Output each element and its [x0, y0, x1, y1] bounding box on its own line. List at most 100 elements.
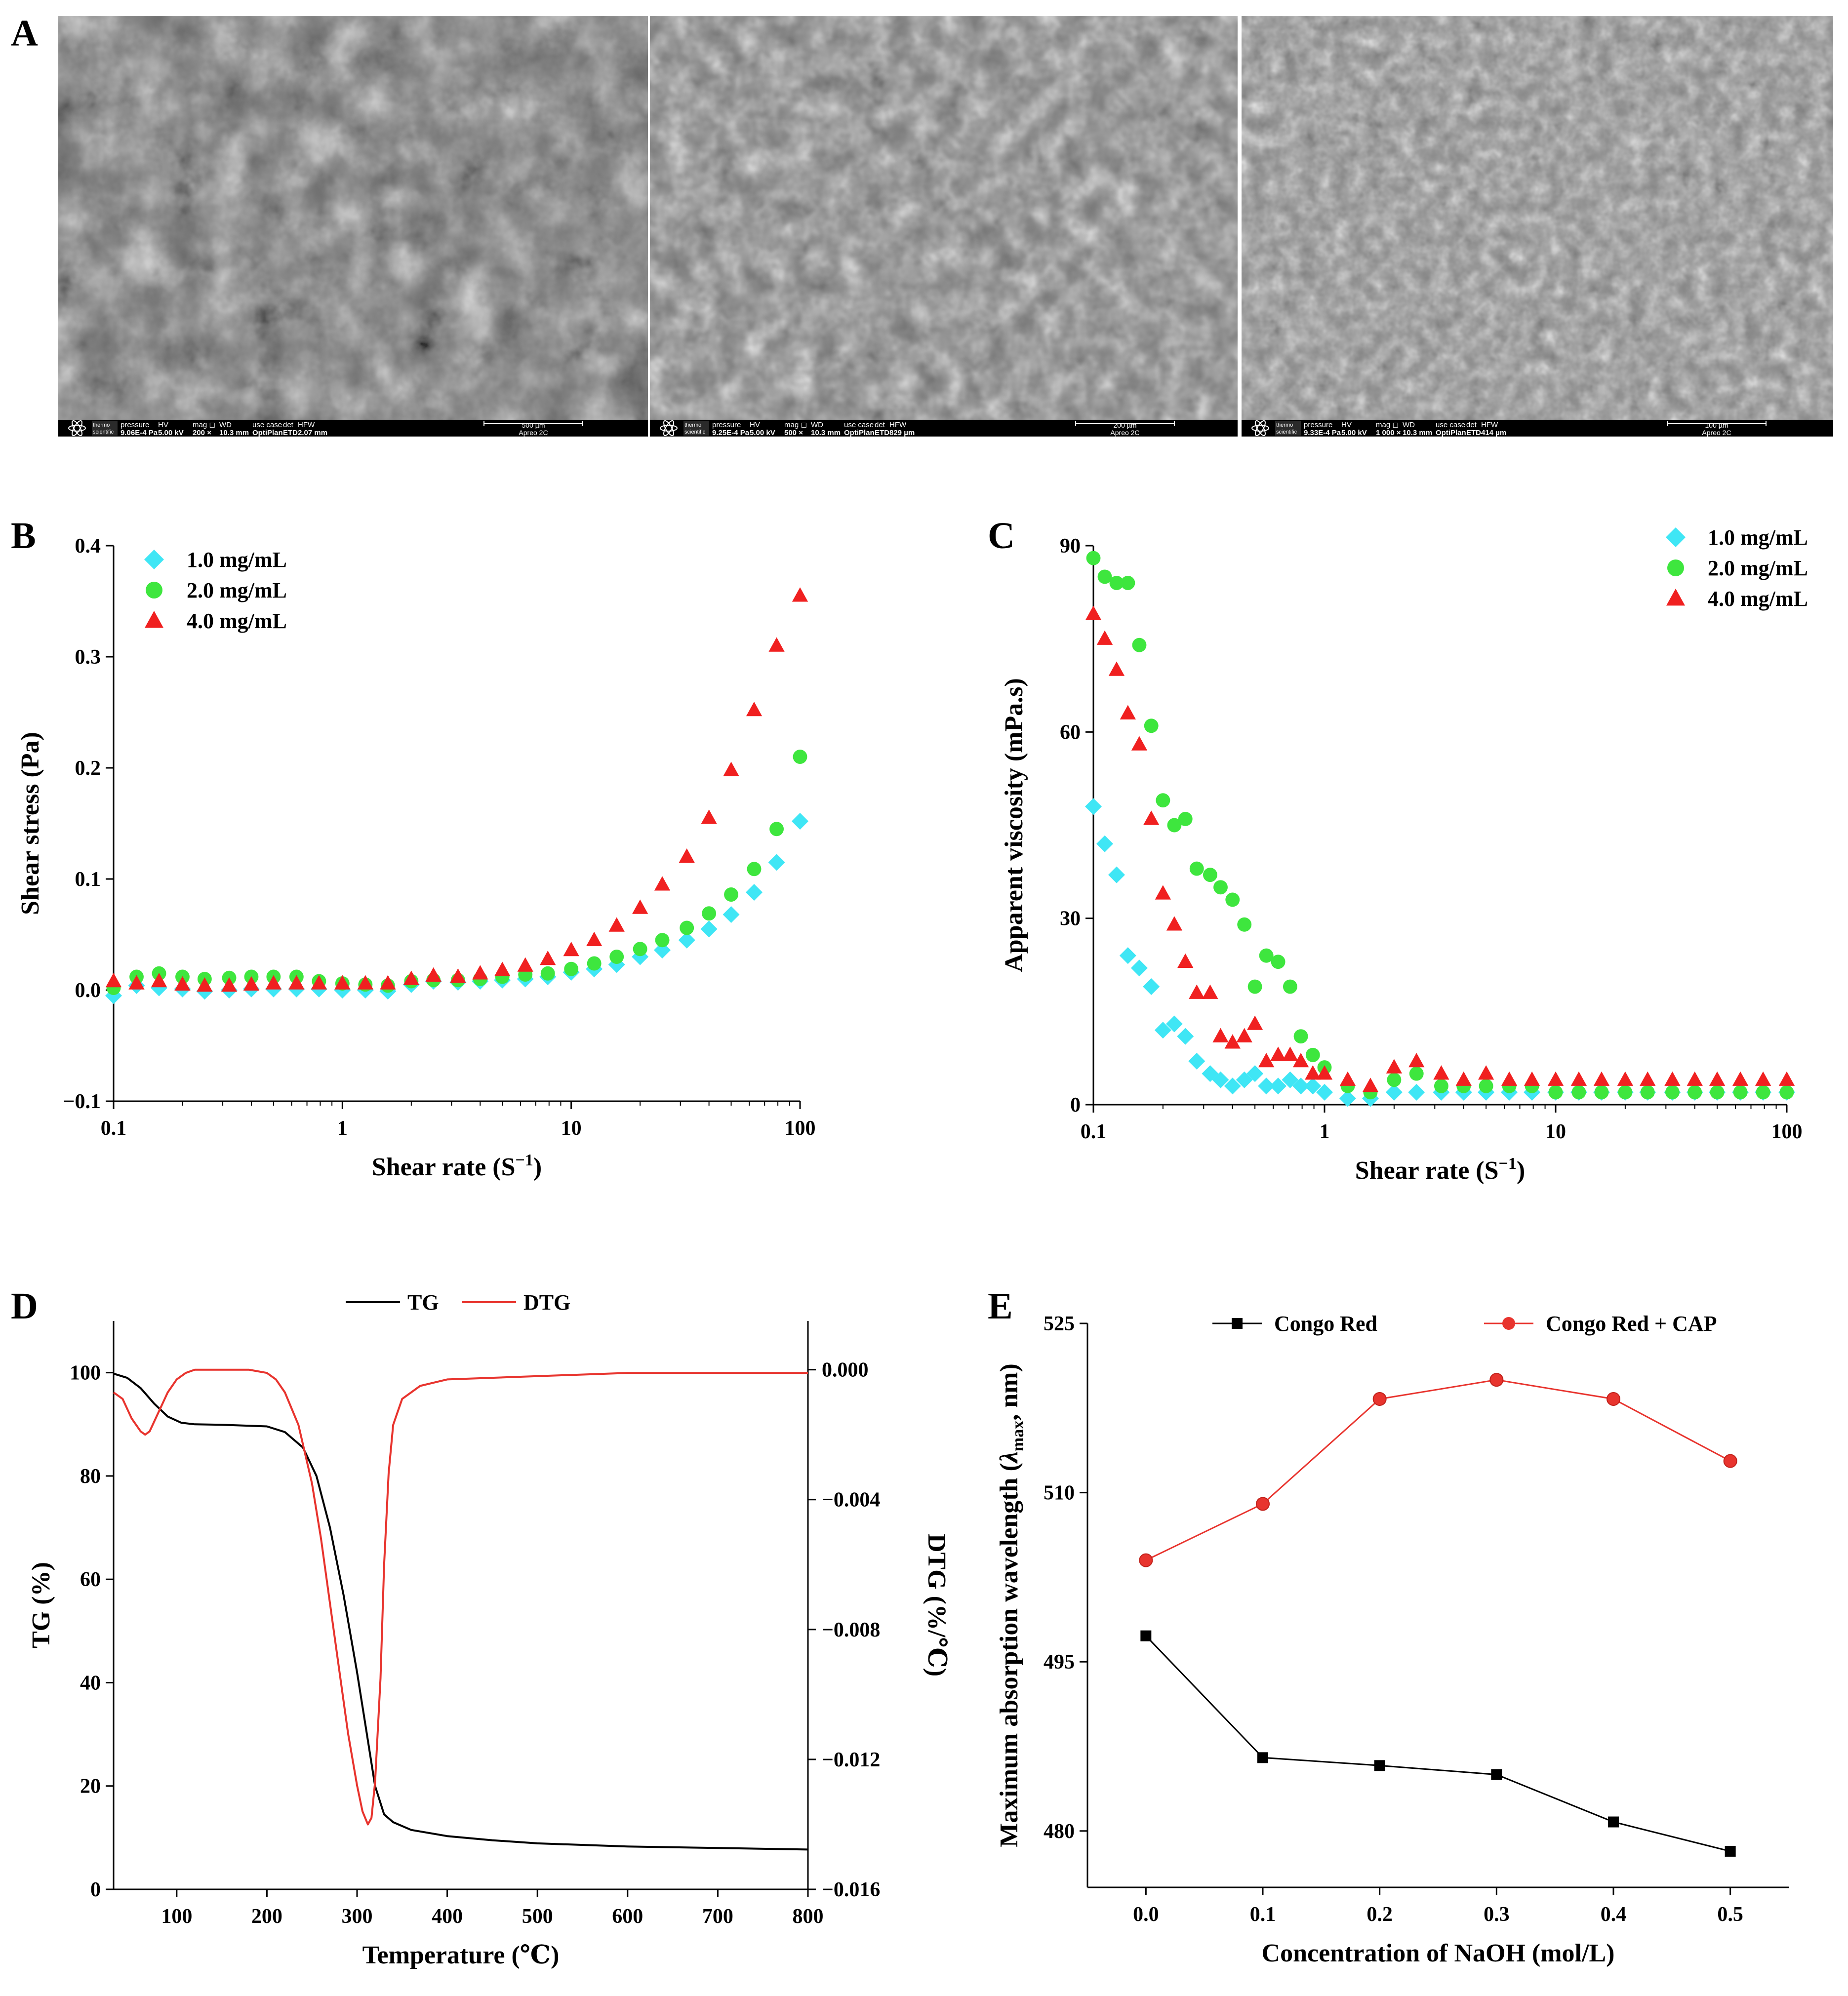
- legend-marker: [1502, 1317, 1515, 1330]
- series-line-dtg: [113, 1368, 808, 1826]
- series-1: [1085, 798, 1795, 1107]
- databar-value: 500 ×: [784, 429, 803, 437]
- data-point: [1247, 979, 1262, 994]
- tg-dtg-chart: 100 200 300 400 500 600 700 800 0 20 40 60 80 100 −0.0…: [27, 1290, 951, 1969]
- x-tick-label: 100: [161, 1905, 192, 1928]
- y-tick-label: 495: [1044, 1651, 1075, 1674]
- databar-value: 414 µm: [1481, 429, 1506, 437]
- logo-orbit-2: [1255, 420, 1266, 437]
- data-point: [1085, 605, 1102, 620]
- data-point: [1524, 1071, 1540, 1086]
- data-point: [1386, 1059, 1403, 1074]
- y-tick-label: 0: [1070, 1094, 1081, 1117]
- y2-tick-label: −0.016: [822, 1878, 880, 1901]
- x-axis-title-main: Shear rate (S: [1355, 1157, 1499, 1185]
- databar-header: HV: [750, 421, 760, 429]
- series-2: [1139, 1373, 1737, 1567]
- x-tick-label: 100: [1771, 1120, 1803, 1143]
- data-point: [1167, 818, 1182, 833]
- data-point: [1608, 1816, 1619, 1828]
- data-point: [472, 965, 488, 980]
- x-axis-title-sup: −1: [1499, 1155, 1517, 1173]
- data-point: [702, 906, 717, 921]
- databar-value: 5.00 kV: [750, 429, 775, 437]
- data-point: [1258, 1052, 1275, 1068]
- instrument-name: Apreo 2C: [519, 429, 548, 437]
- congo-red-chart: 0.0 0.1 0.2 0.3 0.4 0.5 480 495 510 525 Concentrat…: [995, 1312, 1789, 1967]
- data-point: [700, 920, 718, 938]
- data-point: [792, 587, 808, 602]
- data-point: [1455, 1071, 1472, 1086]
- data-point: [1501, 1071, 1518, 1086]
- y-tick-label: 0: [90, 1878, 101, 1901]
- x-axis-title-end: ): [533, 1153, 542, 1181]
- y-axis-title: Shear stress (Pa): [16, 732, 44, 915]
- y-tick-label: 510: [1044, 1482, 1075, 1505]
- scale-bar-label: 200 µm: [1114, 421, 1137, 429]
- data-point: [746, 884, 763, 901]
- data-point: [563, 942, 579, 957]
- data-point: [1108, 661, 1125, 676]
- x-tick-label: 300: [342, 1905, 373, 1928]
- databar-header: pressure: [712, 421, 741, 429]
- legend-label: 2.0 mg/mL: [1708, 556, 1808, 580]
- brand-top: thermo: [93, 422, 110, 428]
- sem-image-1: [58, 16, 650, 437]
- data-point: [1140, 1630, 1152, 1641]
- panel-label-b: B: [11, 515, 36, 557]
- logo-orbit-3: [663, 420, 674, 437]
- data-point: [1372, 1392, 1387, 1406]
- brand-box: [683, 421, 709, 436]
- x-tick-label: 500: [522, 1905, 553, 1928]
- databar-header: WD: [1403, 421, 1415, 429]
- data-point: [655, 933, 670, 948]
- data-point: [1640, 1085, 1655, 1100]
- data-point: [1339, 1071, 1356, 1086]
- databar-value: 200 ×: [193, 429, 211, 437]
- series-2: [106, 750, 807, 995]
- data-point: [105, 973, 122, 988]
- databar-header: HFW: [889, 421, 907, 429]
- data-point: [1143, 978, 1160, 996]
- data-point: [357, 975, 373, 990]
- x-tick-label: 0.3: [1484, 1903, 1510, 1926]
- legend-label: 4.0 mg/mL: [187, 609, 287, 633]
- data-point: [1548, 1085, 1563, 1100]
- data-point: [680, 920, 694, 935]
- databar-value: OptiPlan: [252, 429, 283, 437]
- data-point: [540, 966, 555, 981]
- data-point: [1143, 810, 1160, 825]
- data-point: [701, 809, 717, 824]
- data-point: [450, 968, 466, 983]
- data-point: [1408, 1083, 1425, 1101]
- data-point: [1139, 1553, 1153, 1567]
- legend-marker: [144, 550, 164, 569]
- data-point: [1121, 576, 1135, 590]
- data-point: [1779, 1085, 1794, 1100]
- data-point: [1155, 885, 1171, 900]
- data-point: [403, 970, 419, 985]
- data-point: [1213, 880, 1228, 895]
- databar-value: ETD: [875, 429, 889, 437]
- databar-header: use case: [1436, 421, 1465, 429]
- data-point: [1778, 1071, 1795, 1086]
- data-point: [1202, 984, 1218, 999]
- data-point: [1733, 1085, 1748, 1100]
- data-point: [311, 975, 327, 990]
- legend-label: Congo Red + CAP: [1546, 1312, 1717, 1336]
- data-point: [633, 942, 647, 957]
- data-point: [1570, 1071, 1587, 1086]
- data-point: [1305, 1065, 1321, 1080]
- databar-value: 5.00 kV: [158, 429, 184, 437]
- sem-databar-1: [58, 420, 650, 437]
- data-point: [380, 975, 396, 990]
- data-point: [494, 961, 511, 976]
- data-point: [1189, 984, 1205, 999]
- data-point: [1177, 1028, 1194, 1045]
- data-point: [723, 906, 740, 923]
- databar-value: 9.25E-4 Pa: [712, 429, 750, 437]
- legend: TG DTG: [346, 1290, 570, 1315]
- instrument-name: Apreo 2C: [1702, 429, 1731, 437]
